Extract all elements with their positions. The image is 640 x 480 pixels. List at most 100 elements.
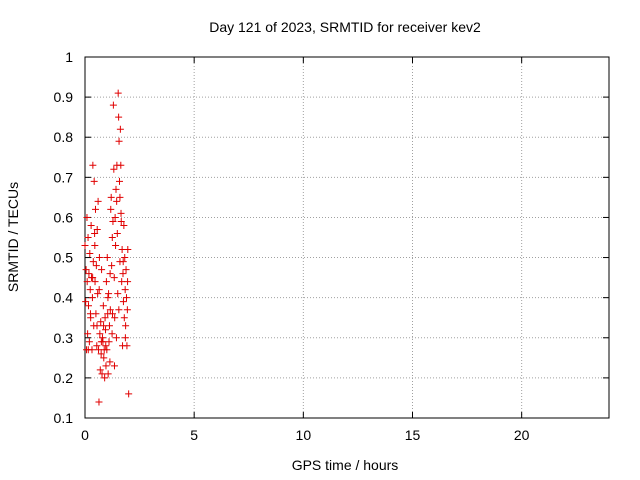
data-point bbox=[102, 362, 110, 370]
data-point bbox=[92, 262, 100, 270]
data-point bbox=[123, 306, 131, 314]
y-tick-label: 1 bbox=[65, 49, 73, 65]
data-point bbox=[106, 306, 114, 314]
data-point bbox=[106, 270, 114, 278]
data-point bbox=[122, 294, 130, 302]
data-points bbox=[81, 89, 133, 406]
data-point bbox=[102, 326, 110, 334]
data-point bbox=[106, 358, 114, 366]
data-point bbox=[105, 338, 113, 346]
data-point bbox=[83, 213, 91, 221]
data-point bbox=[115, 113, 123, 121]
data-point bbox=[100, 354, 108, 362]
y-tick-label: 0.6 bbox=[54, 209, 74, 225]
data-point bbox=[114, 89, 122, 97]
x-axis-title: GPS time / hours bbox=[292, 457, 399, 473]
data-point bbox=[114, 290, 122, 298]
data-point bbox=[84, 234, 92, 241]
data-point bbox=[81, 242, 89, 250]
data-point bbox=[87, 221, 95, 229]
y-tick-label: 0.5 bbox=[54, 250, 74, 266]
data-point bbox=[82, 298, 90, 306]
data-point bbox=[103, 254, 111, 262]
y-tick-label: 0.3 bbox=[54, 330, 74, 346]
data-point bbox=[122, 322, 130, 330]
data-point bbox=[104, 294, 112, 302]
data-point bbox=[113, 229, 121, 237]
x-tick-label: 15 bbox=[405, 427, 421, 443]
data-point bbox=[98, 370, 106, 378]
data-point bbox=[113, 197, 121, 205]
y-tick-label: 0.4 bbox=[54, 290, 74, 306]
data-point bbox=[115, 137, 123, 145]
data-point bbox=[120, 221, 128, 229]
data-point bbox=[83, 278, 91, 286]
data-point bbox=[108, 234, 116, 241]
data-point bbox=[111, 314, 119, 322]
data-point bbox=[117, 209, 125, 217]
data-point bbox=[111, 213, 119, 221]
data-point bbox=[105, 322, 113, 330]
chart-title: Day 121 of 2023, SRMTID for receiver kev… bbox=[209, 19, 481, 35]
data-point bbox=[108, 330, 116, 338]
data-point bbox=[86, 250, 94, 258]
x-tick-label: 10 bbox=[296, 427, 312, 443]
data-point bbox=[96, 330, 104, 338]
data-point bbox=[121, 254, 129, 262]
data-point bbox=[97, 318, 105, 326]
axis-ticks bbox=[84, 56, 609, 419]
data-point bbox=[90, 177, 98, 185]
data-point bbox=[95, 286, 103, 294]
data-point bbox=[102, 278, 110, 286]
data-point bbox=[120, 314, 128, 322]
data-point bbox=[116, 193, 124, 201]
data-point bbox=[109, 310, 117, 318]
data-point bbox=[86, 286, 94, 294]
data-point bbox=[89, 258, 97, 266]
data-point bbox=[103, 346, 111, 354]
data-point bbox=[101, 374, 109, 382]
data-point bbox=[89, 161, 97, 169]
data-point bbox=[94, 197, 102, 205]
data-point bbox=[121, 286, 129, 294]
x-tick-label: 0 bbox=[81, 427, 89, 443]
data-point bbox=[91, 205, 99, 213]
data-point bbox=[88, 294, 96, 302]
data-point bbox=[124, 246, 132, 254]
data-point bbox=[124, 278, 132, 286]
data-point bbox=[105, 290, 113, 298]
data-point bbox=[110, 362, 118, 370]
data-point bbox=[91, 229, 99, 237]
data-point bbox=[110, 165, 118, 173]
y-tick-labels: 0.1 0.2 0.3 0.4 0.5 0.6 0.7 0.8 0.9 1 bbox=[54, 49, 74, 426]
data-point bbox=[109, 101, 117, 109]
data-point bbox=[84, 330, 92, 338]
x-tick-labels: 0 5 10 15 20 bbox=[81, 427, 530, 443]
data-point bbox=[85, 270, 93, 278]
data-point bbox=[97, 338, 105, 346]
data-point bbox=[96, 366, 104, 374]
data-point bbox=[116, 125, 124, 133]
data-point bbox=[115, 306, 123, 314]
data-point bbox=[118, 278, 126, 286]
y-tick-label: 0.8 bbox=[54, 129, 74, 145]
data-point bbox=[109, 217, 117, 225]
y-tick-label: 0.2 bbox=[54, 370, 74, 386]
data-point bbox=[95, 398, 103, 406]
data-point bbox=[108, 262, 116, 270]
data-point bbox=[93, 342, 101, 350]
data-point bbox=[119, 270, 127, 278]
x-tick-label: 20 bbox=[514, 427, 530, 443]
data-point bbox=[84, 302, 92, 310]
data-point bbox=[104, 370, 112, 378]
data-point bbox=[123, 342, 131, 350]
data-point bbox=[89, 274, 97, 282]
data-point bbox=[115, 177, 123, 185]
y-tick-label: 0.1 bbox=[54, 410, 74, 426]
data-point bbox=[101, 314, 109, 322]
data-point bbox=[86, 310, 94, 318]
y-tick-label: 0.9 bbox=[54, 89, 74, 105]
data-point bbox=[107, 193, 115, 201]
data-point bbox=[93, 225, 101, 233]
